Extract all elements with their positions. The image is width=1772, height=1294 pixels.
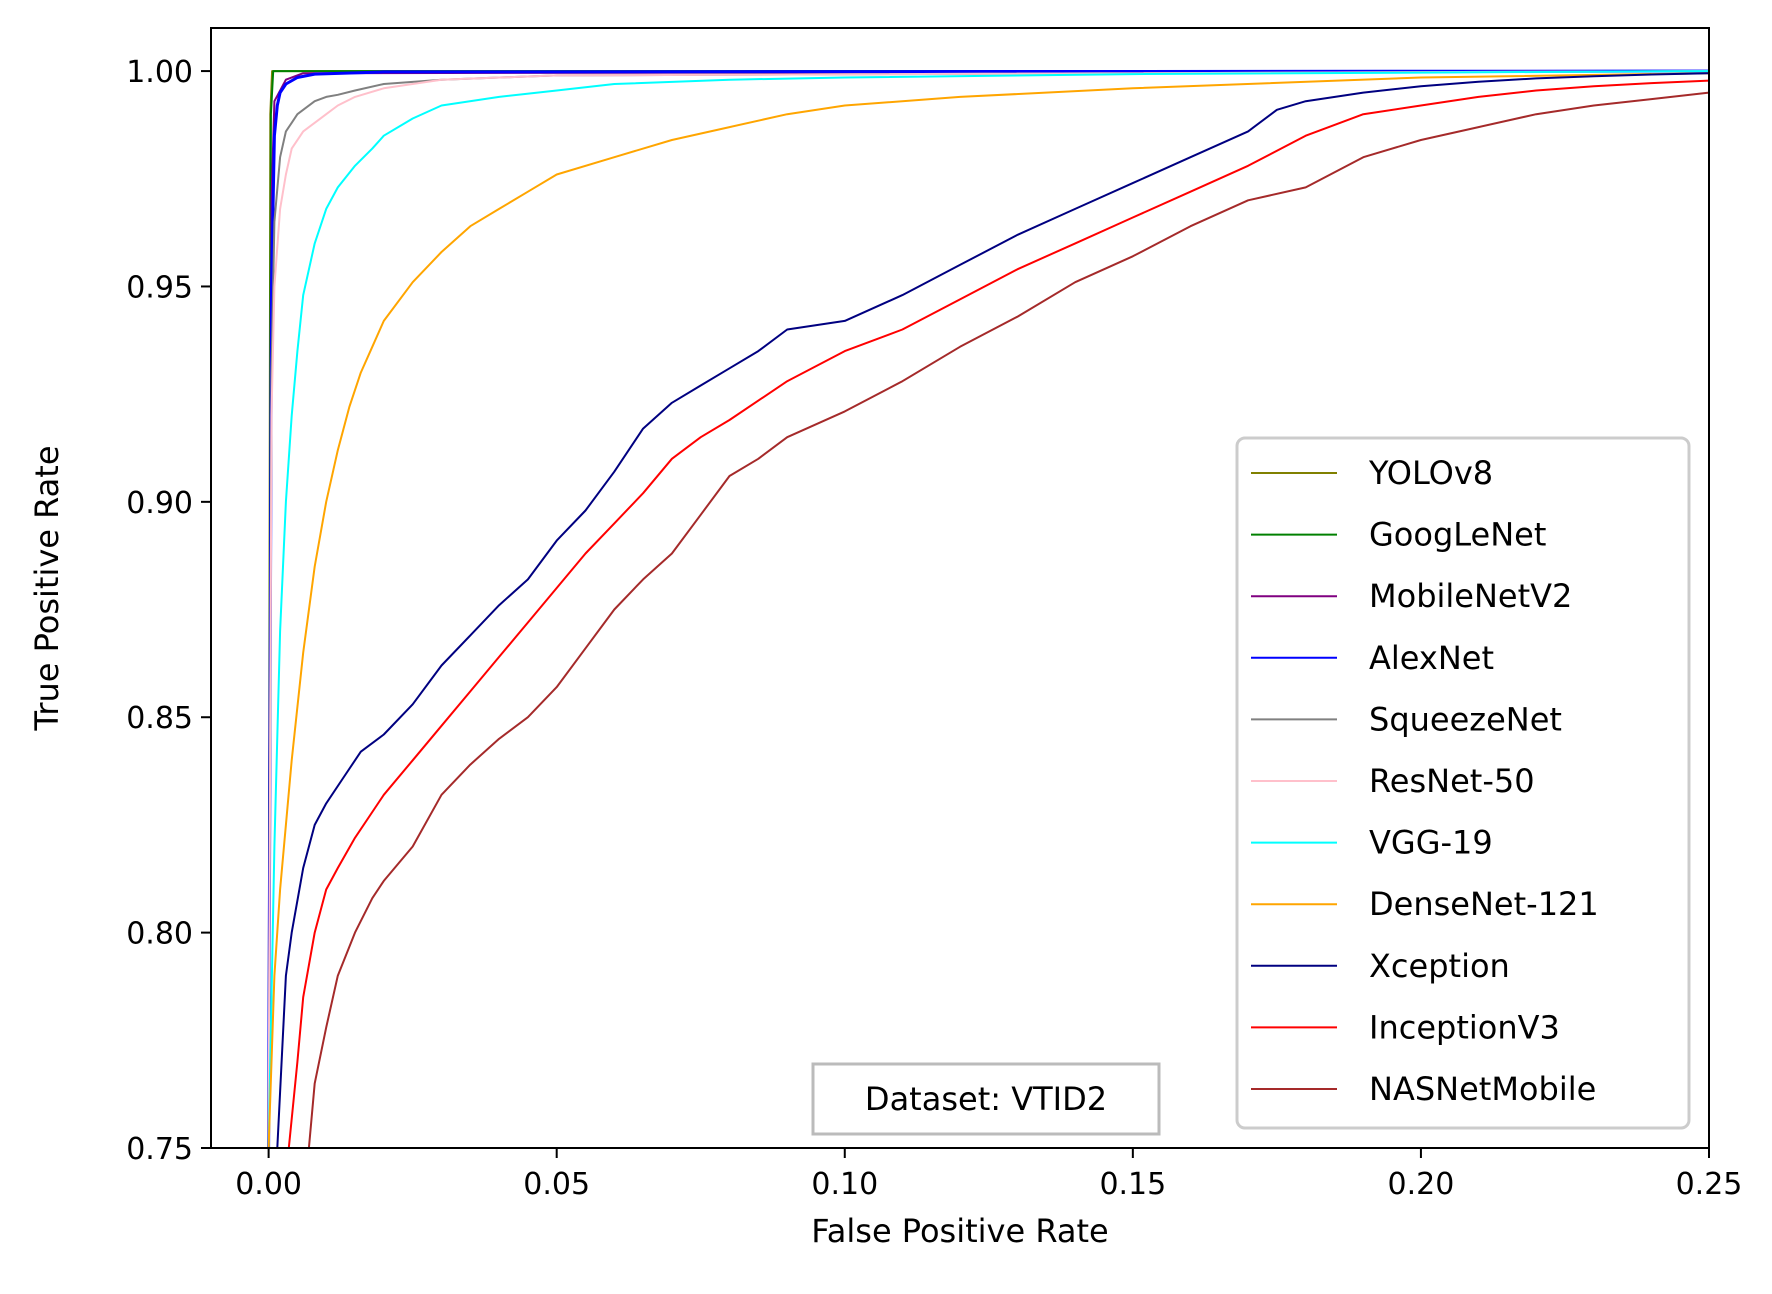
legend-label: DenseNet-121 bbox=[1369, 885, 1599, 923]
legend-label: Xception bbox=[1369, 947, 1510, 985]
legend-label: InceptionV3 bbox=[1369, 1008, 1560, 1046]
legend-frame bbox=[1235, 436, 1691, 1130]
legend: YOLOv8 GoogLeNet MobileNetV2 AlexNet Squeeze… bbox=[1235, 436, 1691, 1130]
legend-label: MobileNetV2 bbox=[1369, 577, 1572, 615]
x-tick-label: 0.10 bbox=[811, 1167, 878, 1202]
series-line-squeezenet bbox=[267, 70, 1709, 1148]
y-tick-label: 0.80 bbox=[126, 917, 193, 952]
y-axis: 0.75 0.80 0.85 0.90 0.95 1.00 bbox=[126, 55, 211, 1167]
legend-label: ResNet-50 bbox=[1369, 762, 1535, 800]
plot-frame bbox=[210, 27, 1710, 1149]
y-tick-label: 0.85 bbox=[126, 701, 193, 736]
series-line-vgg-19 bbox=[267, 70, 1709, 1148]
y-tick-label: 0.90 bbox=[126, 486, 193, 521]
y-tick-label: 0.95 bbox=[126, 270, 193, 305]
series-line-densenet-121 bbox=[267, 72, 1709, 1148]
legend-label: NASNetMobile bbox=[1369, 1070, 1596, 1108]
annotation-frame bbox=[811, 1062, 1161, 1136]
legend-items: YOLOv8 GoogLeNet MobileNetV2 AlexNet Squeeze… bbox=[1251, 454, 1599, 1108]
annotation-text: Dataset: VTID2 bbox=[865, 1080, 1107, 1118]
series-line-nasnetmobile bbox=[307, 91, 1709, 1148]
annotation-box: Dataset: VTID2 bbox=[811, 1062, 1161, 1136]
legend-label: AlexNet bbox=[1369, 639, 1494, 677]
series-line-xception bbox=[276, 72, 1709, 1148]
series-layer bbox=[267, 69, 1709, 1148]
series-line-inceptionv3 bbox=[287, 79, 1709, 1148]
legend-label: YOLOv8 bbox=[1368, 454, 1493, 492]
series-line-resnet-50 bbox=[267, 70, 1709, 1148]
x-tick-label: 0.15 bbox=[1099, 1167, 1166, 1202]
legend-label: VGG-19 bbox=[1369, 824, 1493, 862]
legend-label: GoogLeNet bbox=[1369, 516, 1546, 554]
y-tick-label: 1.00 bbox=[126, 55, 193, 90]
x-tick-label: 0.00 bbox=[235, 1167, 302, 1202]
series-line-alexnet bbox=[267, 69, 1709, 1148]
x-tick-label: 0.05 bbox=[523, 1167, 590, 1202]
x-tick-label: 0.20 bbox=[1388, 1167, 1455, 1202]
y-axis-label: True Positive Rate bbox=[28, 445, 66, 731]
y-tick-label: 0.75 bbox=[126, 1132, 193, 1167]
x-tick-label: 0.25 bbox=[1676, 1167, 1743, 1202]
x-axis-label: False Positive Rate bbox=[811, 1212, 1108, 1250]
legend-label: SqueezeNet bbox=[1369, 700, 1562, 738]
x-axis: 0.00 0.05 0.10 0.15 0.20 0.25 bbox=[235, 1148, 1742, 1202]
